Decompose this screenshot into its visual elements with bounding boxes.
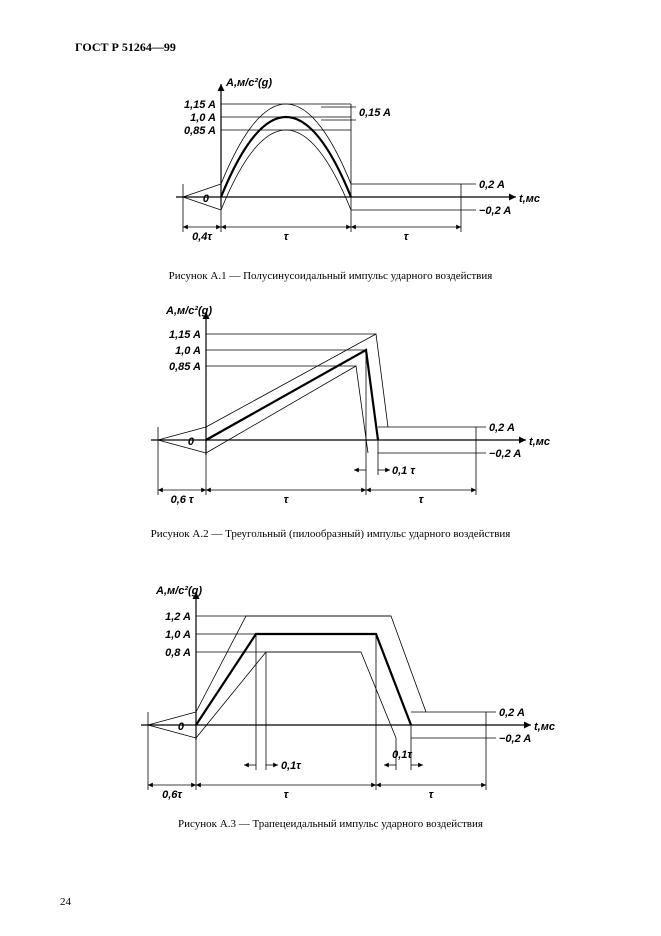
ytick-12: 1,2 A [165,611,191,623]
x-axis-label: t,мс [529,436,550,448]
dim-pretau: 0,6 τ [170,494,193,506]
upper-tol: 0,2 A [499,707,525,719]
figure-a2: A,м/с²(g) t,мс 0 1,15 A 1,0 A 0,85 A 0,2… [0,300,661,540]
ytick-10: 1,0 A [165,629,191,641]
fall-label: 0,1 τ [392,465,415,477]
caption-a1: Рисунок А.1 — Полусинусоидальный импульс… [0,270,661,282]
dim-pretau: 0,4τ [192,231,212,243]
upper-tol: 0,2 A [479,179,505,191]
lower-tol: −0,2 A [499,733,531,745]
caption-a3: Рисунок А.3 — Трапецеидальный импульс уд… [0,818,661,830]
ytick-085: 0,85 A [183,125,215,137]
page-number: 24 [60,896,71,908]
y-axis-label: A,м/с²(g) [155,585,202,597]
fall-label: 0,1τ [392,749,412,761]
ytick-08: 0,8 A [165,647,191,659]
figure-a3: A,м/с²(g) t,мс 0 1,2 A 1,0 A 0,8 A 0,2 A… [0,580,661,830]
dim-tau2: τ [428,789,433,801]
ytick-115: 1,15 A [183,99,215,111]
sawtooth-pulse-chart: A,м/с²(g) t,мс 0 1,15 A 1,0 A 0,85 A 0,2… [106,300,556,520]
origin-zero: 0 [177,721,184,733]
origin-zero: 0 [187,436,194,448]
dim-tau1: τ [283,494,288,506]
dim-tau1: τ [283,789,288,801]
dim-pretau: 0,6τ [162,789,182,801]
ytick-100: 1,0 A [190,112,216,124]
figure-a1: A,м/с²(g) t,мс 0 1,15 A 1,0 A 0,85 A 0,2… [0,72,661,282]
ytick-085: 0,85 A [168,361,200,373]
y-axis-label: A,м/с²(g) [165,305,212,317]
dim-tau2: τ [403,231,408,243]
dim-tau2: τ [418,494,423,506]
lower-tol: −0,2 A [479,205,511,217]
lower-tol: −0,2 A [489,448,521,460]
trapezoid-pulse-chart: A,м/с²(g) t,мс 0 1,2 A 1,0 A 0,8 A 0,2 A… [96,580,566,810]
x-axis-label: t,мс [519,193,540,205]
ytick-100: 1,0 A [175,345,201,357]
origin-zero: 0 [202,193,209,205]
rise-label: 0,1τ [281,760,301,772]
ytick-115: 1,15 A [168,329,200,341]
x-axis-label: t,мс [534,721,555,733]
y-axis-label: A,м/с²(g) [225,77,272,89]
upper-tol: 0,2 A [489,422,515,434]
half-sine-pulse-chart: A,м/с²(g) t,мс 0 1,15 A 1,0 A 0,85 A 0,2… [121,72,541,262]
caption-a2: Рисунок А.2 — Треугольный (пилообразный)… [0,528,661,540]
page-header: ГОСТ Р 51264—99 [75,40,176,55]
dim-tau1: τ [283,231,288,243]
peak-tol-label: 0,15 A [359,107,391,119]
